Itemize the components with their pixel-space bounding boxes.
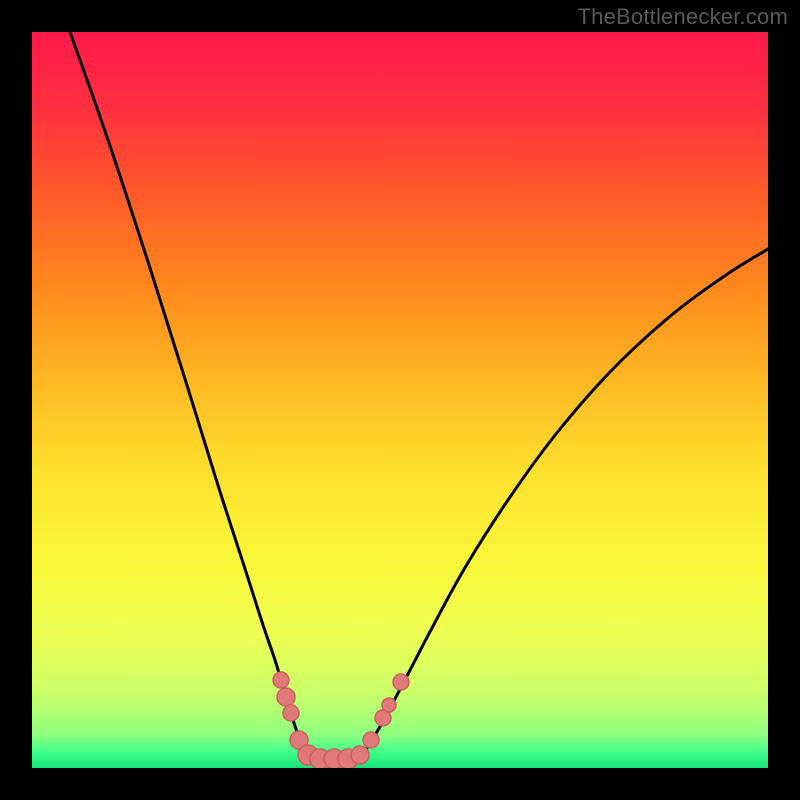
valley-marker	[351, 746, 369, 764]
valley-marker	[283, 705, 299, 721]
watermark-text: TheBottlenecker.com	[578, 4, 788, 30]
gradient-background	[32, 32, 768, 768]
valley-marker	[393, 674, 409, 690]
valley-marker	[363, 732, 379, 748]
valley-marker	[382, 698, 396, 712]
bottleneck-curve-chart	[0, 0, 800, 800]
chart-root: TheBottlenecker.com	[0, 0, 800, 800]
valley-marker	[277, 688, 295, 706]
valley-marker	[273, 672, 289, 688]
